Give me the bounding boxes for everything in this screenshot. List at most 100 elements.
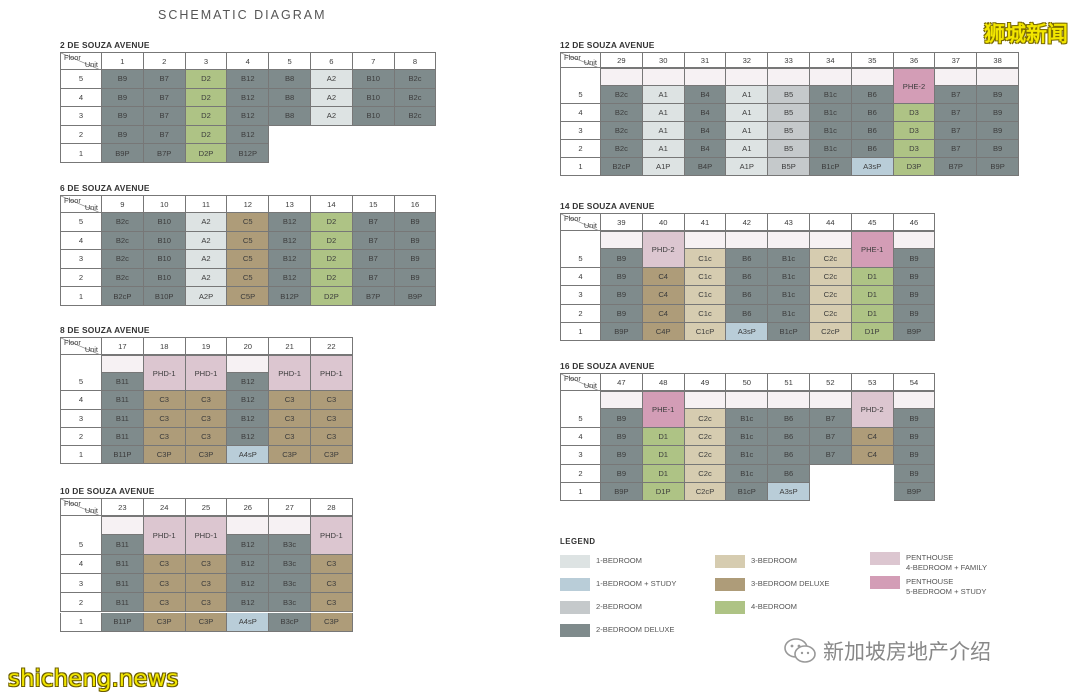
unit-cell: B11 bbox=[102, 409, 144, 428]
unit-number: 15 bbox=[352, 195, 395, 213]
unit-cell: B2c bbox=[394, 70, 437, 89]
unit-number: 29 bbox=[601, 52, 643, 68]
unit-cell: B9 bbox=[601, 427, 643, 447]
unit-number: 26 bbox=[227, 498, 270, 516]
penthouse-cell: PHE-1 bbox=[851, 231, 894, 268]
floor-number: 4 bbox=[560, 267, 601, 287]
unit-cell: B9 bbox=[102, 125, 144, 145]
unit-cell: B12 bbox=[227, 427, 270, 446]
unit-cell: B9P bbox=[601, 323, 643, 342]
unit-number: 31 bbox=[684, 52, 727, 68]
unit-number: 1 bbox=[102, 52, 144, 70]
unit-cell: A1 bbox=[642, 140, 685, 158]
penthouse-cell bbox=[810, 391, 852, 410]
unit-cell: B6 bbox=[851, 86, 894, 104]
unit-number: 28 bbox=[311, 498, 353, 516]
floor-unit-corner: Floor Unit bbox=[60, 498, 103, 517]
unit-cell: B2cP bbox=[601, 158, 643, 176]
unit-number: 25 bbox=[185, 498, 228, 516]
unit-grid: Floor Unit 47 48 49 50 51 52 53 54 PHE-1 PHD-2 5 B9 C2… bbox=[560, 373, 936, 502]
unit-cell: B9 bbox=[977, 86, 1019, 104]
floor-number: 3 bbox=[60, 409, 102, 428]
unit-cell: C2cP bbox=[684, 483, 727, 502]
floor-number: 1 bbox=[60, 612, 102, 632]
legend-item: PENTHOUSE 4-BEDROOM + FAMILY bbox=[870, 552, 987, 572]
unit-cell: D1 bbox=[642, 446, 685, 465]
unit-cell: B7 bbox=[143, 107, 186, 126]
corner-unit-label: Unit bbox=[84, 345, 98, 354]
unit-cell: C3P bbox=[143, 612, 186, 632]
unit-cell: B7 bbox=[143, 70, 186, 89]
penthouse-cell bbox=[810, 68, 852, 86]
floor-number: 1 bbox=[560, 158, 601, 176]
unit-number: 44 bbox=[810, 213, 852, 231]
unit-cell: C2c bbox=[684, 409, 727, 428]
unit-cell: C5 bbox=[227, 268, 270, 288]
unit-cell: B9 bbox=[601, 304, 643, 323]
floor-number: 2 bbox=[560, 140, 601, 158]
legend-item: 3-BEDROOM DELUXE bbox=[715, 578, 830, 591]
unit-cell: A3sP bbox=[768, 483, 810, 502]
block-14-de-souza: 14 DE SOUZA AVENUE Floor Unit 39 40 41 42 43 44 4… bbox=[560, 201, 936, 342]
unit-cell: A4sP bbox=[227, 612, 270, 632]
unit-cell: D1 bbox=[851, 267, 894, 287]
unit-cell: C3 bbox=[311, 573, 353, 594]
unit-cell: C2c bbox=[684, 427, 727, 447]
floor-number: 2 bbox=[560, 464, 601, 483]
corner-unit-label: Unit bbox=[583, 381, 597, 390]
block-2-de-souza: 2 DE SOUZA AVENUE Floor Unit 1 2 3 4 5 6 7 8 5 B9 B7 D… bbox=[60, 40, 437, 163]
unit-number: 6 bbox=[311, 52, 353, 70]
unit-grid: Floor Unit 1 2 3 4 5 6 7 8 5 B9 B7 D2 B12 B8 A2 B10 B2c 4 B9… bbox=[60, 52, 437, 163]
unit-cell: D2 bbox=[185, 107, 228, 126]
floor-number: 2 bbox=[60, 125, 102, 145]
unit-cell: B10 bbox=[143, 268, 186, 288]
unit-cell: C1c bbox=[684, 304, 727, 323]
floor-number: 3 bbox=[60, 250, 102, 269]
unit-cell: B12 bbox=[269, 250, 311, 269]
unit-cell: D1P bbox=[851, 323, 894, 342]
unit-cell: B6 bbox=[726, 267, 769, 287]
penthouse-cell bbox=[935, 68, 978, 86]
unit-cell: C4 bbox=[642, 286, 685, 305]
unit-cell: B4 bbox=[684, 86, 727, 104]
corner-floor-label: Floor bbox=[64, 53, 81, 62]
corner-floor-label: Floor bbox=[564, 53, 581, 62]
unit-cell: B2cP bbox=[102, 287, 144, 306]
unit-cell: C3 bbox=[311, 554, 353, 574]
unit-cell: C3P bbox=[185, 612, 228, 632]
unit-cell: B5 bbox=[768, 104, 810, 122]
unit-cell: A1 bbox=[642, 86, 685, 104]
legend-label: 3-BEDROOM bbox=[751, 556, 797, 565]
unit-number: 7 bbox=[352, 52, 395, 70]
unit-cell: B6 bbox=[768, 446, 810, 465]
unit-cell: B4P bbox=[684, 158, 727, 176]
floor-number: 4 bbox=[60, 391, 102, 410]
unit-cell: B12 bbox=[227, 373, 270, 392]
unit-cell: B2c bbox=[394, 107, 437, 126]
legend-swatch bbox=[560, 555, 590, 568]
legend-swatch bbox=[715, 578, 745, 591]
penthouse-cell bbox=[768, 391, 810, 410]
unit-cell: B10 bbox=[143, 250, 186, 269]
unit-cell: C3 bbox=[311, 409, 353, 428]
unit-number: 41 bbox=[684, 213, 727, 231]
unit-cell: B12 bbox=[227, 70, 270, 89]
unit-number: 50 bbox=[726, 373, 769, 391]
corner-floor-label: Floor bbox=[64, 499, 81, 508]
unit-cell: D1 bbox=[642, 427, 685, 447]
unit-cell: D1 bbox=[642, 464, 685, 483]
unit-cell: B2c bbox=[601, 122, 643, 140]
unit-cell: B12 bbox=[269, 213, 311, 232]
block-name: 12 DE SOUZA AVENUE bbox=[560, 40, 655, 50]
unit-cell: B9 bbox=[893, 409, 936, 428]
unit-cell: D3 bbox=[893, 122, 936, 140]
unit-cell: D2 bbox=[185, 70, 228, 89]
corner-floor-label: Floor bbox=[64, 196, 81, 205]
unit-cell: C3 bbox=[185, 573, 228, 594]
unit-cell: A1 bbox=[642, 122, 685, 140]
floor-number: 1 bbox=[60, 287, 102, 306]
unit-cell: B2c bbox=[102, 213, 144, 232]
watermark-bottom: shicheng.news bbox=[8, 666, 179, 692]
penthouse-cell bbox=[684, 231, 727, 250]
unit-cell: B12 bbox=[227, 125, 270, 145]
